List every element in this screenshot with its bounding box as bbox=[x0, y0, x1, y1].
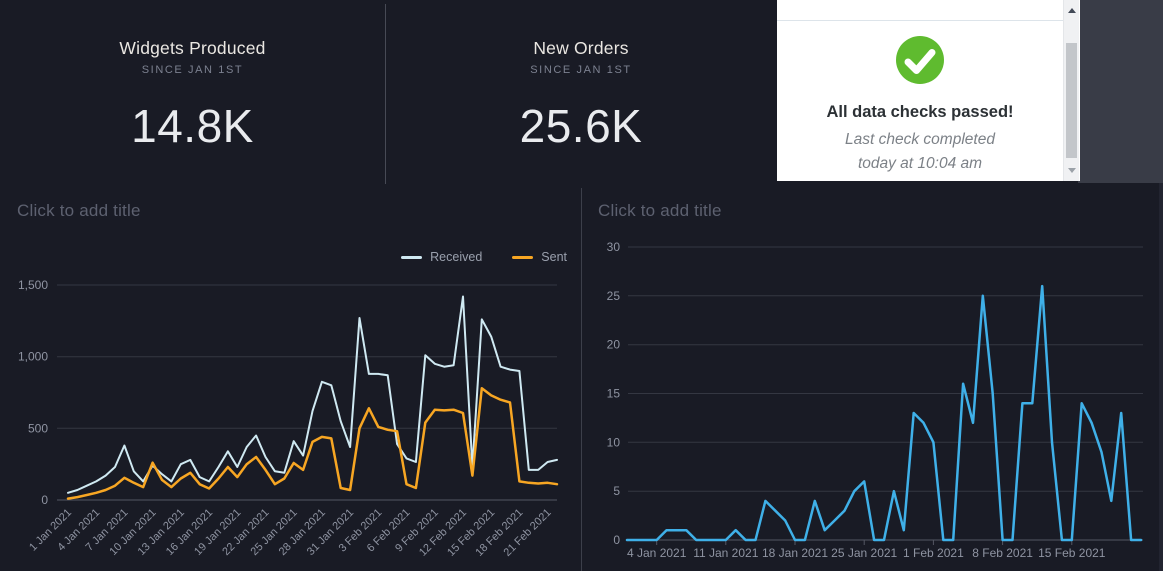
legend-label: Sent bbox=[541, 250, 567, 264]
popup-scrollbar[interactable] bbox=[1063, 0, 1079, 181]
svg-text:1,500: 1,500 bbox=[18, 278, 48, 292]
chart-title-placeholder[interactable]: Click to add title bbox=[598, 201, 722, 220]
received-sent-chart-panel: Click to add title Received Sent 0 500 1,0… bbox=[0, 185, 581, 571]
kpi-widgets-produced: Widgets Produced SINCE JAN 1ST 14.8K bbox=[0, 0, 385, 185]
kpi-value: 25.6K bbox=[519, 100, 643, 152]
orders-chart-panel: Click to add title 0 5 10 15 20 25 30 4 Jan 202… bbox=[581, 185, 1163, 571]
legend-item-sent[interactable]: Sent bbox=[512, 250, 567, 264]
background-window-area bbox=[1078, 0, 1163, 183]
kpi-value: 14.8K bbox=[131, 100, 254, 152]
sent-line-marker bbox=[512, 255, 534, 259]
chart-title-placeholder[interactable]: Click to add title bbox=[17, 201, 141, 220]
scrollbar-down-arrow-icon[interactable] bbox=[1068, 168, 1076, 173]
status-message: All data checks passed! bbox=[826, 103, 1014, 121]
kpi-title: New Orders bbox=[533, 38, 629, 58]
svg-text:10: 10 bbox=[607, 435, 621, 449]
popup-content: All data checks passed! Last check compl… bbox=[777, 0, 1063, 181]
scrollbar-up-arrow-icon[interactable] bbox=[1068, 8, 1076, 13]
kpi-title: Widgets Produced bbox=[119, 38, 266, 58]
background-window-edge bbox=[1159, 183, 1163, 571]
svg-text:25: 25 bbox=[607, 289, 621, 303]
svg-text:8 Feb 2021: 8 Feb 2021 bbox=[972, 546, 1033, 560]
orders-line-chart: 0 5 10 15 20 25 30 4 Jan 2021 11 Jan 2021 18 Jan … bbox=[607, 240, 1143, 560]
popup-separator bbox=[777, 20, 1063, 21]
last-check-line2: today at 10:04 am bbox=[857, 155, 983, 172]
svg-text:4 Jan 2021: 4 Jan 2021 bbox=[627, 546, 687, 560]
kpi-divider bbox=[385, 4, 386, 184]
svg-text:1,000: 1,000 bbox=[18, 350, 48, 364]
svg-text:0: 0 bbox=[613, 533, 620, 547]
kpi-subtitle: SINCE JAN 1ST bbox=[141, 64, 244, 76]
svg-text:0: 0 bbox=[41, 493, 48, 507]
chart-legend: Received Sent bbox=[401, 250, 567, 264]
legend-item-received[interactable]: Received bbox=[401, 250, 482, 264]
last-check-line1: Last check completed bbox=[845, 131, 995, 148]
check-circle-icon bbox=[896, 36, 944, 84]
kpi-subtitle: SINCE JAN 1ST bbox=[530, 64, 632, 76]
legend-label: Received bbox=[430, 250, 483, 264]
scrollbar-thumb[interactable] bbox=[1066, 43, 1077, 158]
svg-text:500: 500 bbox=[28, 421, 48, 435]
svg-text:18 Jan 2021: 18 Jan 2021 bbox=[762, 546, 828, 560]
svg-text:20: 20 bbox=[607, 338, 621, 352]
svg-text:1 Feb 2021: 1 Feb 2021 bbox=[903, 546, 964, 560]
received-line-marker bbox=[401, 255, 423, 259]
svg-text:11 Jan 2021: 11 Jan 2021 bbox=[693, 546, 758, 560]
data-checks-popup: All data checks passed! Last check compl… bbox=[777, 0, 1080, 181]
kpi-row: Widgets Produced SINCE JAN 1ST 14.8K New… bbox=[0, 0, 777, 185]
svg-text:15: 15 bbox=[607, 387, 621, 401]
svg-text:5: 5 bbox=[613, 484, 620, 498]
kpi-new-orders: New Orders SINCE JAN 1ST 25.6K bbox=[385, 0, 777, 185]
svg-text:30: 30 bbox=[607, 240, 621, 254]
svg-text:15 Feb 2021: 15 Feb 2021 bbox=[1038, 546, 1106, 560]
checkmark-icon bbox=[904, 49, 936, 74]
chart-panel-divider bbox=[581, 188, 582, 571]
svg-text:25 Jan 2021: 25 Jan 2021 bbox=[831, 546, 897, 560]
